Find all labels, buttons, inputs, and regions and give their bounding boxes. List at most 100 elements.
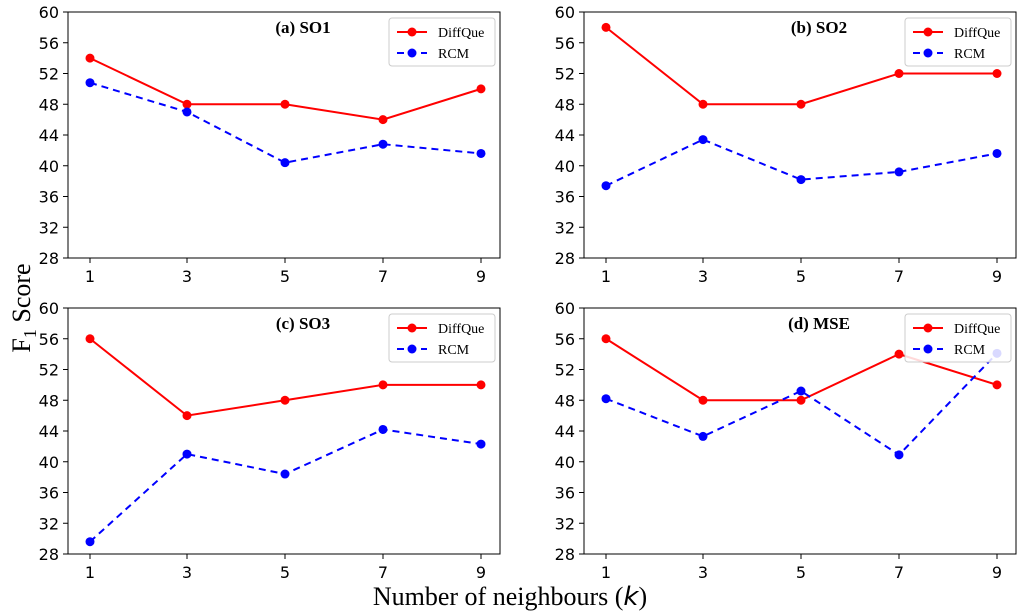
y-tick-label: 60	[555, 299, 575, 318]
data-point-diffque	[85, 53, 95, 63]
legend-label-diffque: DiffQue	[438, 26, 484, 41]
x-tick-label: 3	[182, 563, 192, 582]
legend-marker-diffque	[407, 323, 417, 333]
data-point-diffque	[796, 99, 806, 109]
y-tick-label: 32	[39, 514, 59, 533]
y-tick-label: 52	[39, 361, 59, 380]
data-point-diffque	[698, 99, 708, 109]
series-line-rcm	[605, 352, 998, 457]
y-tick-label: 56	[555, 330, 575, 349]
y-tick-label: 44	[39, 422, 59, 441]
legend-label-diffque: DiffQue	[954, 26, 1000, 41]
data-point-diffque	[992, 69, 1002, 78]
data-point-rcm	[476, 148, 486, 158]
y-tick-label: 56	[555, 34, 575, 53]
y-tick-label: 52	[39, 65, 59, 84]
legend-label-rcm: RCM	[954, 47, 986, 62]
data-point-rcm	[698, 431, 708, 441]
data-point-rcm	[894, 167, 904, 177]
y-tick-label: 32	[39, 218, 59, 237]
data-point-rcm	[182, 107, 192, 117]
data-point-diffque	[85, 334, 95, 344]
legend-marker-diffque	[407, 27, 417, 37]
data-point-rcm	[85, 78, 95, 88]
y-tick-label: 52	[555, 361, 575, 380]
data-point-rcm	[992, 148, 1002, 158]
y-tick-label: 48	[39, 95, 59, 114]
data-point-rcm	[796, 386, 806, 396]
x-tick-label: 1	[601, 267, 611, 286]
y-tick-label: 56	[39, 34, 59, 53]
data-point-rcm	[280, 158, 290, 168]
chart-panel-3: 28 32 36 40 44 48 52 56 60 1 3 5 7 9 (c) SO3 DiffQue RCM	[39, 299, 501, 582]
legend-label-rcm: RCM	[954, 343, 986, 358]
x-tick-label: 9	[476, 267, 486, 286]
y-tick-label: 44	[39, 126, 59, 145]
x-tick-label: 9	[992, 267, 1002, 286]
data-point-diffque	[182, 99, 192, 109]
y-tick-label: 60	[39, 299, 59, 318]
y-tick-label: 48	[39, 391, 59, 410]
data-point-diffque	[378, 115, 388, 125]
data-point-diffque	[894, 349, 904, 359]
legend-marker-rcm	[407, 344, 417, 354]
y-tick-label: 52	[555, 65, 575, 84]
data-point-diffque	[280, 99, 290, 109]
y-tick-label: 28	[39, 249, 59, 268]
x-tick-label: 1	[601, 563, 611, 582]
y-tick-label: 44	[555, 422, 575, 441]
y-tick-label: 40	[555, 157, 575, 176]
y-tick-label: 36	[39, 188, 59, 207]
panel-title: (a) SO1	[275, 18, 330, 37]
data-point-rcm	[601, 394, 611, 404]
x-tick-label: 1	[85, 563, 95, 582]
x-tick-label: 7	[378, 267, 388, 286]
data-point-rcm	[378, 139, 388, 149]
y-tick-label: 36	[39, 484, 59, 503]
legend-marker-diffque	[923, 323, 933, 333]
y-axis-label: F1 Score	[7, 263, 40, 352]
data-point-diffque	[796, 395, 806, 405]
x-tick-label: 9	[992, 563, 1002, 582]
y-tick-label: 56	[39, 330, 59, 349]
x-tick-label: 3	[698, 267, 708, 286]
y-tick-label: 28	[555, 545, 575, 564]
x-tick-label: 3	[182, 267, 192, 286]
data-point-rcm	[85, 537, 95, 547]
data-point-rcm	[280, 469, 290, 479]
legend-marker-rcm	[923, 48, 933, 58]
y-tick-label: 40	[39, 157, 59, 176]
panel-title: (c) SO3	[276, 314, 330, 333]
x-tick-label: 7	[378, 563, 388, 582]
chart-panel-1: 28 32 36 40 44 48 52 56 60 1 3 5 7 9 (a) SO1 DiffQue RCM	[39, 3, 501, 286]
data-point-diffque	[476, 84, 486, 94]
legend-marker-rcm	[407, 48, 417, 58]
y-tick-label: 44	[555, 126, 575, 145]
y-tick-label: 28	[39, 545, 59, 564]
data-point-diffque	[601, 334, 611, 344]
data-point-rcm	[601, 181, 611, 191]
legend-marker-rcm	[923, 344, 933, 354]
legend-marker-diffque	[923, 27, 933, 37]
x-axis-label: Number of neighbours (k)	[373, 582, 647, 612]
panel-title: (d) MSE	[788, 314, 850, 333]
data-point-diffque	[601, 22, 611, 32]
y-tick-label: 36	[555, 188, 575, 207]
series-line-rcm	[89, 428, 482, 543]
panel-title: (b) SO2	[791, 18, 847, 37]
y-tick-label: 32	[555, 218, 575, 237]
x-tick-label: 9	[476, 563, 486, 582]
chart-panel-2: 28 32 36 40 44 48 52 56 60 1 3 5 7 9 (b) SO2 DiffQue RCM	[555, 3, 1017, 286]
data-point-rcm	[796, 175, 806, 185]
y-tick-label: 28	[555, 249, 575, 268]
x-tick-label: 5	[796, 563, 806, 582]
data-point-diffque	[992, 380, 1002, 390]
y-tick-label: 40	[555, 453, 575, 472]
legend-label-rcm: RCM	[438, 47, 470, 62]
data-point-rcm	[698, 135, 708, 145]
y-tick-label: 60	[555, 3, 575, 22]
y-tick-label: 48	[555, 95, 575, 114]
data-point-diffque	[280, 395, 290, 405]
x-tick-label: 5	[280, 563, 290, 582]
